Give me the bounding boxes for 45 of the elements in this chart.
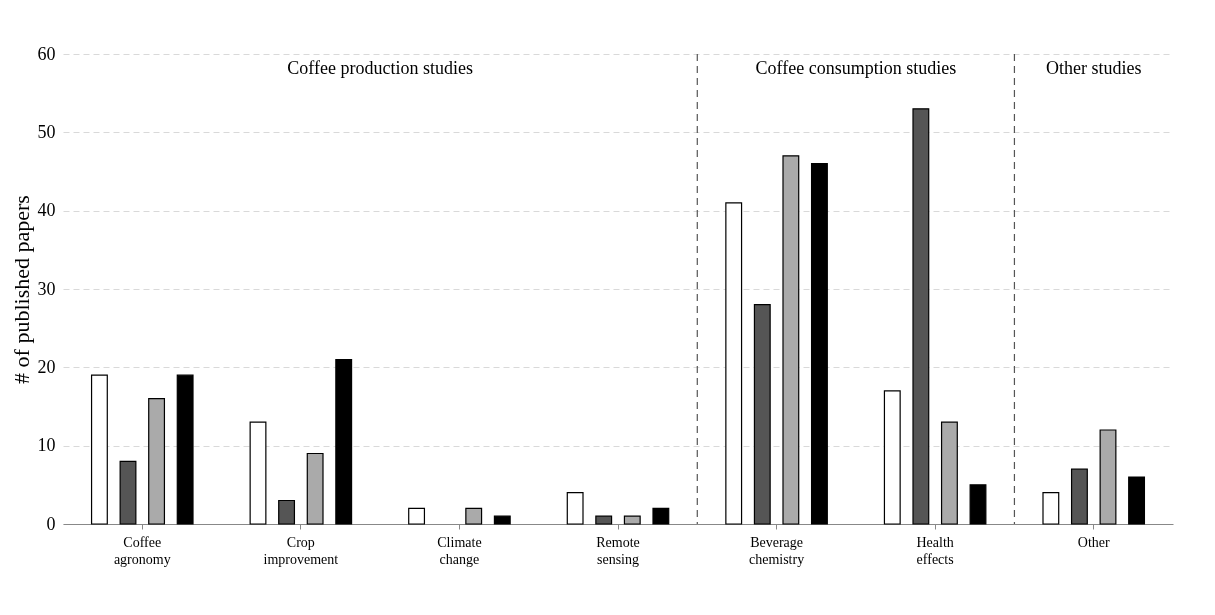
bar [883,390,901,525]
bar [725,202,743,525]
bar [595,515,613,525]
y-tick-label: 50 [37,121,56,142]
bar [90,374,108,525]
annotation: Other studies [1045,58,1142,78]
y-tick-label: 30 [37,278,56,299]
x-tick-label: Coffee agronomy [113,534,171,567]
y-tick-label: 20 [37,356,56,377]
bar [176,374,194,525]
x-tick-label: Climate change [437,534,482,567]
bar [912,108,930,525]
y-tick-label: 60 [37,43,56,64]
y-tick-label: 10 [37,435,56,456]
y-tick-label: 0 [46,513,56,534]
bar [623,515,641,525]
x-tick-label: Health effects [916,534,954,567]
bar [335,358,353,525]
annotation: Coffee production studies [287,58,473,78]
bar [566,492,584,525]
annotation: Coffee consumption studies [755,58,957,78]
bar [1099,429,1117,525]
bar [306,452,324,525]
bar [408,507,426,525]
bar [249,421,267,525]
x-tick-label: Other [1077,534,1110,550]
bar [1070,468,1088,525]
bar [148,398,166,525]
y-axis-title: # of published papers [8,195,34,384]
bar [753,304,771,525]
bar [278,499,296,525]
bar [810,163,828,525]
bar [493,515,511,525]
bar [465,507,483,525]
y-tick-label: 40 [37,200,56,221]
x-tick-label: Crop improvement [263,534,339,567]
bar [782,155,800,525]
x-tick-label: Beverage chemistry [748,534,805,567]
bar [1042,492,1060,525]
bar [119,460,137,525]
x-tick-label: Remote sensing [596,534,640,567]
bar [940,421,958,525]
bar [1128,476,1146,525]
bar [969,484,987,525]
bar [652,507,670,525]
